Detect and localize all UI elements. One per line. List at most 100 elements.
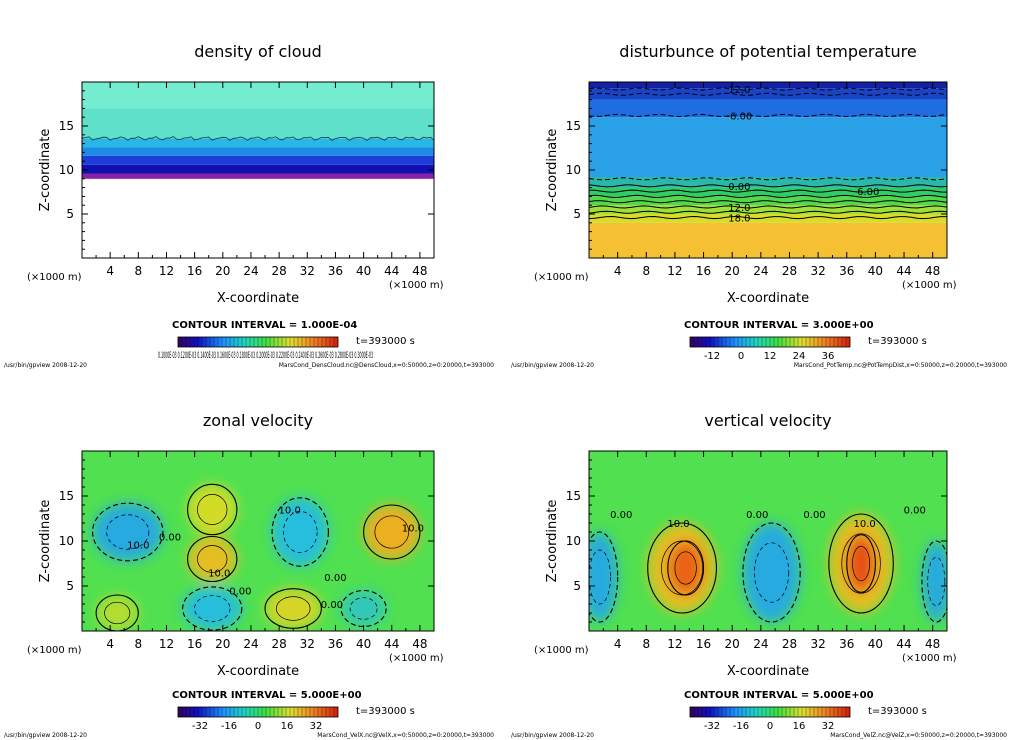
time-label: t=393000 s: [868, 706, 927, 717]
contour-line: [589, 215, 947, 220]
field-band: [589, 187, 947, 197]
colorbar-label: 16: [793, 721, 806, 732]
contour-line: [589, 210, 947, 214]
x-tick-label: 16: [696, 264, 711, 278]
contour-label: 6.00: [857, 187, 879, 198]
y-axis-label: Z-coordinate: [38, 500, 53, 583]
field-blob: [667, 541, 704, 595]
field-band: [82, 173, 434, 179]
plot-field: [82, 82, 434, 258]
contour-line: [647, 522, 717, 614]
contour-line: [282, 511, 318, 553]
time-label: t=393000 s: [356, 336, 415, 347]
x-tick-label: 48: [412, 264, 427, 278]
y-axis-label: Z-coordinate: [545, 129, 560, 212]
contour-label: 0.00: [159, 533, 181, 544]
contour-line: [852, 545, 871, 582]
colorbar-label: 32: [822, 721, 835, 732]
time-label: t=393000 s: [356, 706, 415, 717]
x-tick-label: 24: [753, 637, 768, 651]
field-blobs: [92, 484, 420, 631]
y-tick-label: 15: [566, 489, 581, 503]
x-tick-label: 32: [810, 264, 825, 278]
y-tick-label: 10: [59, 163, 74, 177]
x-tick-label: 8: [134, 264, 142, 278]
field-blobs: [589, 514, 947, 622]
field-band: [82, 147, 434, 156]
y-axis-label: Z-coordinate: [38, 129, 53, 212]
chart-title: zonal velocity: [203, 411, 313, 430]
footer-right: MarsCond_DensCloud.nc@DensCloud,x=0:5000…: [279, 362, 494, 369]
field-blob: [272, 497, 329, 567]
colorbar-label: 16: [281, 721, 294, 732]
x-tick-label: 12: [159, 264, 174, 278]
contour-line: [589, 113, 947, 118]
x-tick-label: 8: [642, 637, 650, 651]
field-band: [82, 164, 434, 174]
contour-line: [187, 535, 238, 583]
contour-label: 0.00: [904, 506, 926, 517]
contour-label: 10.0: [279, 506, 301, 517]
field-band: [589, 177, 947, 188]
x-tick-label: 16: [187, 264, 202, 278]
contour-line: [674, 551, 697, 585]
x-tick-label: 44: [384, 637, 399, 651]
x-tick-label: 20: [725, 264, 740, 278]
plot-field: 10.0 0.00 10.0 10.0 0.00 0.00 0.00 10.0: [82, 451, 434, 631]
colorbar-label: -16: [221, 721, 237, 732]
field-blob: [742, 523, 801, 622]
x-tick-label: 36: [328, 264, 343, 278]
x-tick-label: 28: [782, 264, 797, 278]
field-blob: [363, 505, 420, 559]
colorbar-label: 0: [767, 721, 773, 732]
colorbar-label-text: 0.1000E-03 0.1200E-03 0.1400E-03 0.1600E…: [158, 351, 373, 361]
x-tick-label: 24: [243, 264, 258, 278]
contour-line: [197, 494, 228, 525]
x-tick-label: 48: [412, 637, 427, 651]
field-band: [589, 222, 947, 258]
contour-line: [589, 87, 947, 91]
footer-left: /usr/bin/gpview 2008-12-20: [4, 732, 87, 739]
field-band: [589, 99, 947, 118]
chart-title: vertical velocity: [704, 411, 831, 430]
y-unit-label: (×1000 m): [27, 645, 82, 656]
contour-label: -6.00: [726, 111, 752, 122]
x-tick-label: 48: [925, 637, 940, 651]
y-tick-label: 15: [566, 119, 581, 133]
colorbar-label: -12: [704, 351, 720, 362]
contour-label: 0.00: [803, 510, 825, 521]
contour-line: [754, 542, 790, 603]
footer-left: /usr/bin/gpview 2008-12-20: [511, 362, 594, 369]
field-band: [589, 214, 947, 223]
field-band: [589, 82, 947, 89]
contour-label: 10.0: [854, 519, 876, 530]
x-tick-label: 36: [839, 264, 854, 278]
contour-line: [349, 597, 378, 620]
field-band: [589, 205, 947, 214]
contour-line: [275, 596, 311, 621]
contour-line: [374, 515, 410, 549]
x-tick-label: 4: [106, 264, 114, 278]
x-tick-label: 24: [243, 637, 258, 651]
contour-interval: CONTOUR INTERVAL = 5.000E+00: [172, 690, 362, 701]
contour-label: 12.0: [728, 203, 750, 214]
field-band: [82, 178, 434, 258]
x-tick-label: 4: [106, 637, 114, 651]
colorbar-label: 12: [764, 351, 777, 362]
footer-left: /usr/bin/gpview 2008-12-20: [511, 732, 594, 739]
y-tick-label: 5: [66, 207, 74, 221]
contour-line: [846, 534, 876, 593]
colorbar-label: -32: [704, 721, 720, 732]
contour-line: [104, 601, 131, 625]
contour-line: [589, 205, 947, 209]
contour-label: 18.0: [728, 214, 750, 225]
colorbar-label: 32: [310, 721, 323, 732]
contour-line: [95, 594, 139, 631]
x-tick-label: 4: [614, 264, 622, 278]
contour-line: [921, 540, 947, 623]
field-band: [589, 88, 947, 100]
field-blob: [96, 595, 139, 631]
x-axis-label: X-coordinate: [217, 664, 299, 679]
